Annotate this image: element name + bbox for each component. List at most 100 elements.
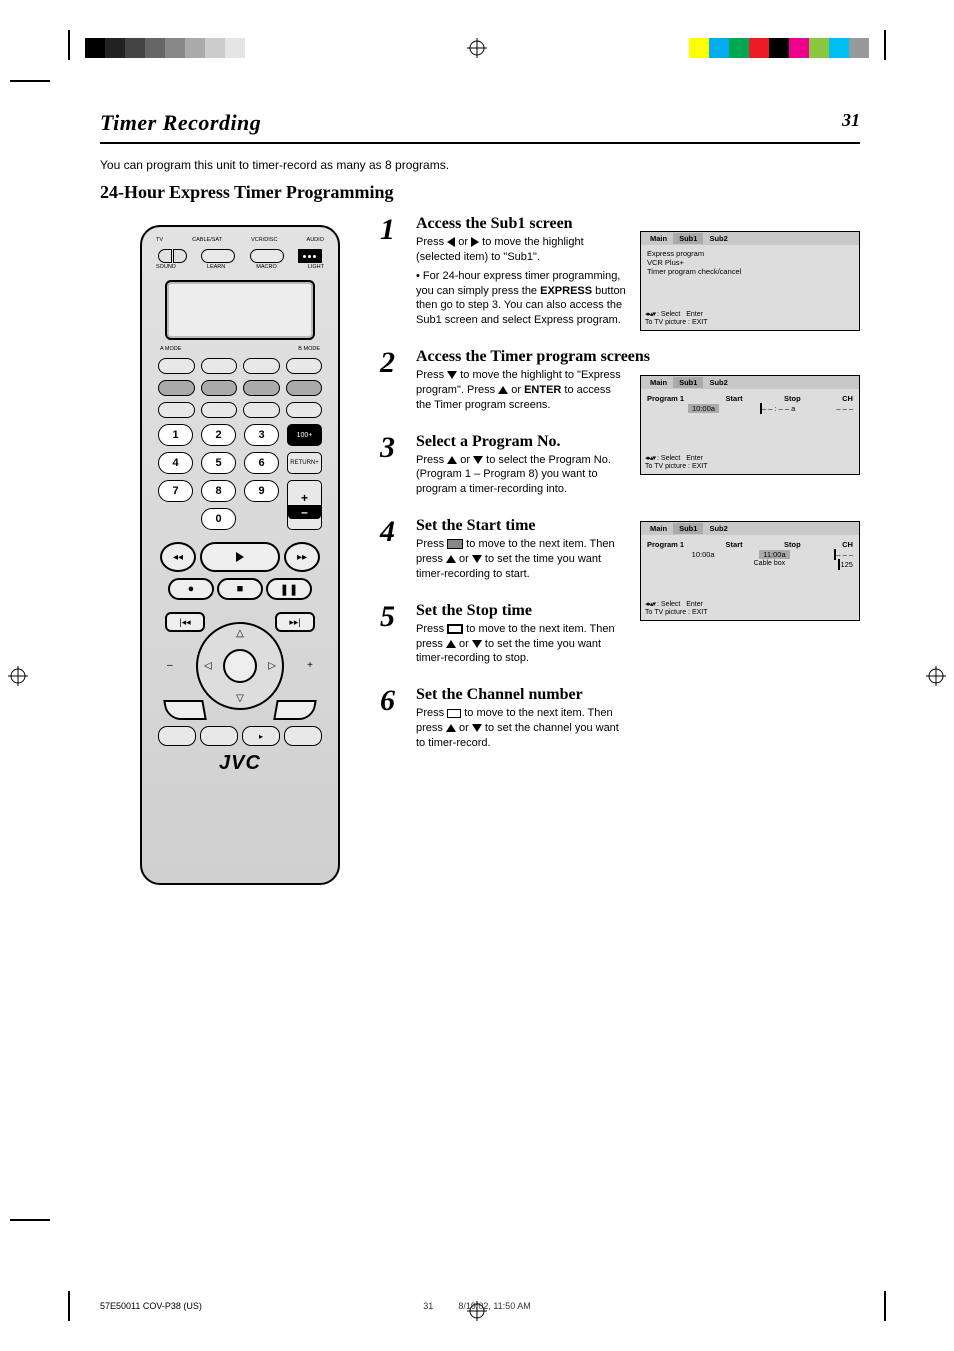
- crop-tick: [68, 30, 70, 60]
- osd-foot-enter: Enter: [686, 311, 703, 318]
- number-8-button: 8: [201, 480, 236, 502]
- step-body: Press to move to the next item. Then pre…: [416, 706, 626, 751]
- page-number: 31: [842, 110, 860, 131]
- footer-center: 31 8/19/02, 11:50 AM: [0, 1301, 954, 1311]
- remote-oval-button: [286, 358, 323, 374]
- number-1-button: 1: [158, 424, 193, 446]
- remote-lcd: [165, 280, 315, 340]
- sleep-timer-button: [284, 726, 322, 746]
- dpad-center: [223, 649, 257, 683]
- step-body: Press to move to the next item. Then pre…: [416, 622, 626, 667]
- number-3-button: 3: [244, 424, 279, 446]
- previous-button: |◂◂: [165, 612, 205, 632]
- osd-value: 10:00a: [692, 550, 715, 559]
- osd-tab-sub2: Sub2: [703, 377, 733, 388]
- crop-tick: [10, 1219, 50, 1221]
- remote-oval-button: [158, 358, 195, 374]
- step-title: Set the Stop time: [416, 602, 626, 620]
- step-title: Set the Channel number: [416, 686, 626, 704]
- step-title: Access the Sub1 screen: [416, 215, 626, 233]
- record-button: ●: [168, 578, 214, 600]
- registration-mark-left: [8, 666, 28, 686]
- osd-foot-select: Select: [661, 455, 680, 462]
- rewind-button: ◂◂: [160, 542, 196, 572]
- step-number: 4: [380, 517, 406, 582]
- play-button: [200, 542, 280, 572]
- number-9-button: 9: [244, 480, 279, 502]
- dpad: △▽◁▷: [196, 622, 284, 710]
- intro-text: You can program this unit to timer-recor…: [100, 158, 860, 172]
- osd-foot-enter: Enter: [686, 601, 703, 608]
- osd-foot-exit: To TV picture : EXIT: [645, 319, 708, 326]
- remote-pill-button: [201, 249, 235, 263]
- step-note: • For 24-hour express timer programming,…: [416, 269, 626, 328]
- step-body: Press or to select the Program No. (Prog…: [416, 453, 626, 498]
- step-number: 3: [380, 433, 406, 498]
- section-subtitle: 24-Hour Express Timer Programming: [100, 182, 860, 203]
- osd-tab-sub2: Sub2: [703, 523, 733, 534]
- osd-tab-sub1: Sub1: [673, 233, 703, 244]
- step-number: 2: [380, 348, 406, 413]
- number-0-button: 0: [201, 508, 236, 530]
- number-6-button: 6: [244, 452, 279, 474]
- hundred-button: 100+: [287, 424, 322, 446]
- remote-oval-button: [201, 380, 238, 396]
- remote-oval-button: [158, 402, 195, 418]
- channel-rocker: +–: [287, 480, 322, 530]
- color-strip: [689, 38, 869, 58]
- step-body: Press to move to the next item. Then pre…: [416, 537, 626, 582]
- number-7-button: 7: [158, 480, 193, 502]
- osd-value: – – –: [836, 550, 853, 559]
- number-2-button: 2: [201, 424, 236, 446]
- osd-item: Express program: [647, 249, 853, 258]
- crop-tick: [884, 30, 886, 60]
- label-macro: MACRO: [256, 264, 276, 270]
- step-number: 5: [380, 602, 406, 667]
- osd-tab-main: Main: [644, 523, 673, 534]
- brand-logo: JVC: [152, 752, 328, 775]
- osd-col: Stop: [784, 540, 801, 549]
- remote-oval-button: [201, 402, 238, 418]
- osd-col: CH: [842, 394, 853, 403]
- osd-panel-1: Main Sub1 Sub2 Express program VCR Plus+…: [640, 231, 860, 331]
- crop-tick: [10, 80, 50, 82]
- remote-oval-button: [286, 380, 323, 396]
- osd-value: – – –: [836, 404, 853, 413]
- remote-oval-button: [243, 380, 280, 396]
- osd-col: CH: [842, 540, 853, 549]
- osd-tab-sub1: Sub1: [673, 377, 703, 388]
- osd-col: Stop: [784, 394, 801, 403]
- step-title: Select a Program No.: [416, 433, 626, 451]
- osd-foot-select: Select: [661, 311, 680, 318]
- label-audio: AUDIO: [307, 237, 324, 243]
- osd-foot-exit: To TV picture : EXIT: [645, 463, 708, 470]
- osd-foot-select: Select: [661, 601, 680, 608]
- registration-mark-top: [467, 38, 487, 58]
- number-4-button: 4: [158, 452, 193, 474]
- step-title: Access the Timer program screens: [416, 348, 650, 366]
- video-status-button: [200, 726, 238, 746]
- osd-tab-main: Main: [644, 233, 673, 244]
- display-button: [158, 726, 196, 746]
- return-button: RETURN+: [287, 452, 322, 474]
- volume-down-button: [163, 700, 207, 720]
- step-body: Press or to move the highlight (selected…: [416, 235, 626, 265]
- osd-tab-sub1: Sub1: [673, 523, 703, 534]
- next-button: ▸▸|: [275, 612, 315, 632]
- fast-forward-button: ▸▸: [284, 542, 320, 572]
- label-tv: TV: [156, 237, 163, 243]
- step-body: Press to move the highlight to "Express …: [416, 368, 626, 413]
- remote-oval-button: [243, 358, 280, 374]
- mode-slider: [173, 249, 187, 263]
- osd-foot-exit: To TV picture : EXIT: [645, 609, 708, 616]
- label-sound: SOUND: [156, 264, 176, 270]
- stop-button: ■: [217, 578, 263, 600]
- osd-sublabel: Cable box: [754, 560, 786, 569]
- mode-slider: [158, 249, 172, 263]
- pause-button: ❚❚: [266, 578, 312, 600]
- osd-col: Program 1: [647, 394, 684, 403]
- page-title: Timer Recording: [100, 110, 261, 135]
- osd-item: VCR Plus+: [647, 258, 853, 267]
- osd-col: Start: [726, 540, 743, 549]
- volume-up-button: [273, 700, 317, 720]
